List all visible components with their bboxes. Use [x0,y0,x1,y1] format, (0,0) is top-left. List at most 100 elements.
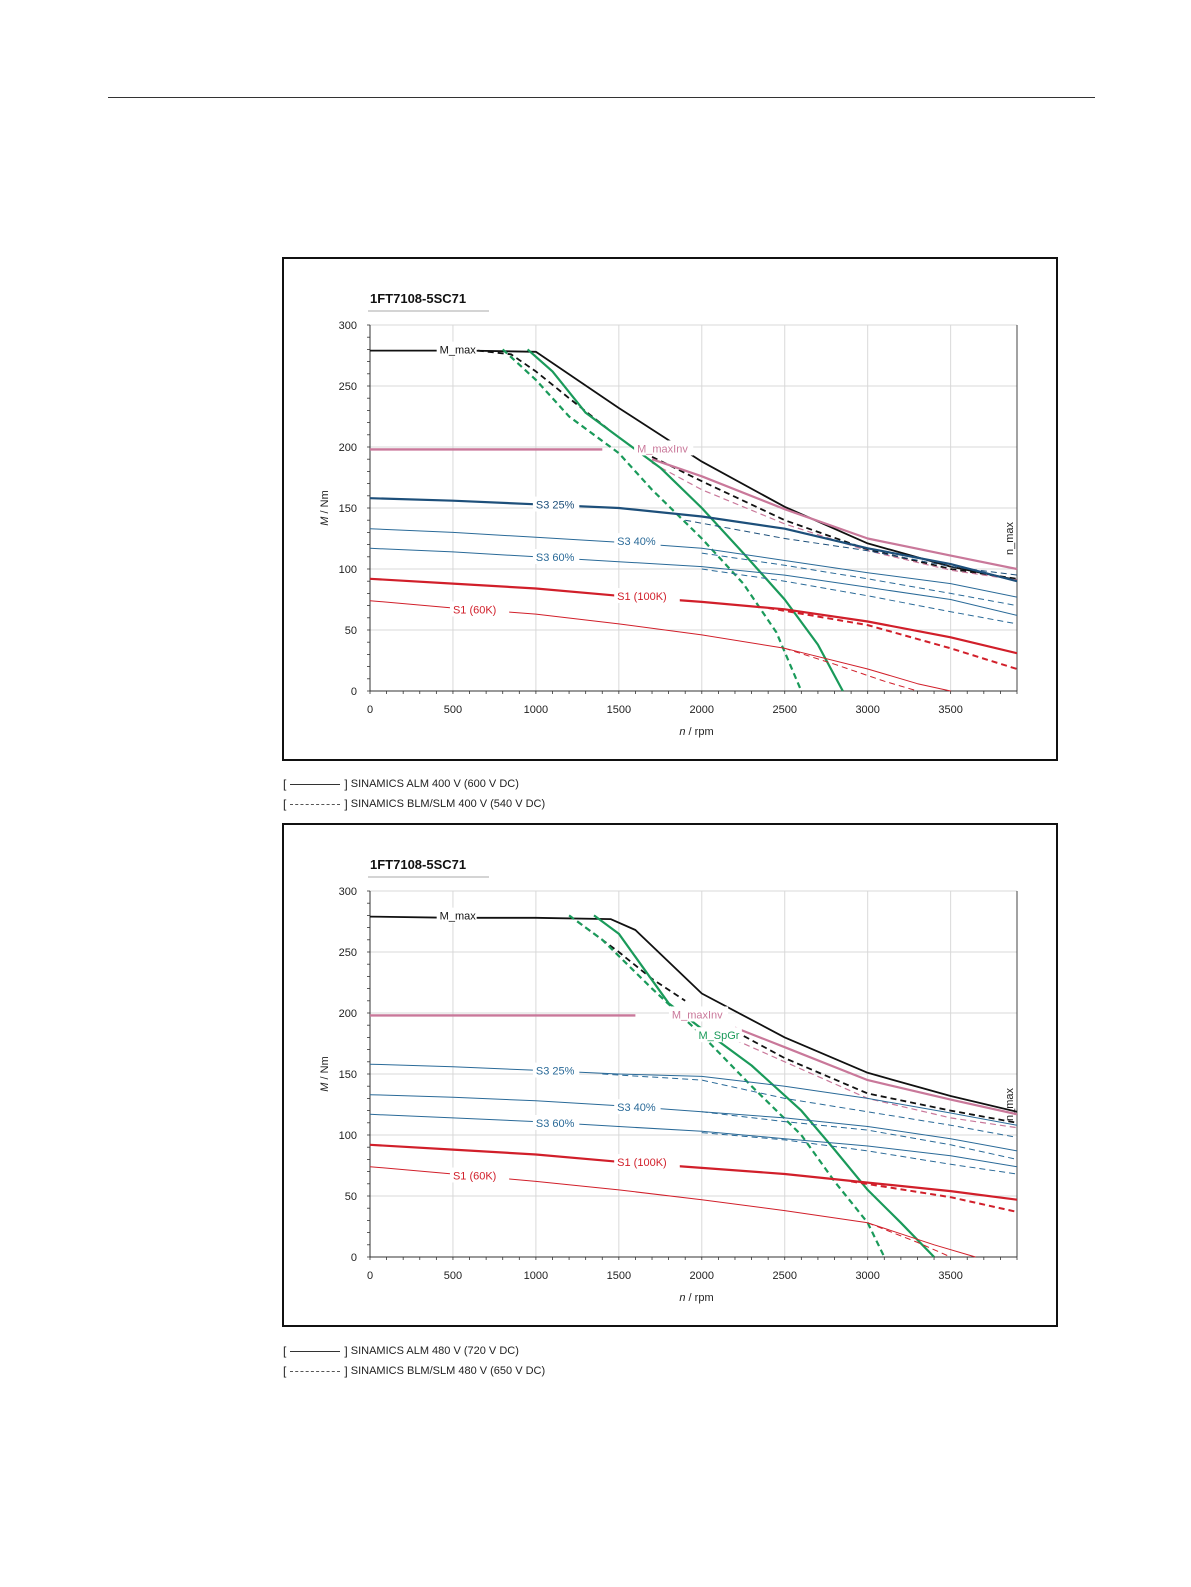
header-rule [108,97,1095,98]
series-line [369,547,1018,616]
series-line [576,920,686,1002]
series-label-bg [695,1027,742,1043]
legend-label: SINAMICS BLM/SLM 480 V (650 V DC) [350,1365,546,1377]
x-tick-label: 1500 [607,704,631,716]
y-tick-label: 250 [339,947,357,959]
series-line [768,607,1018,670]
x-axis-label: n / rpm [679,726,713,738]
series-line [369,915,1018,1113]
series-label-bg [436,341,477,357]
y-tick-label: 0 [351,1252,357,1264]
y-tick-label: 50 [345,1191,357,1203]
series-label-bg [449,1167,510,1183]
solid-line-swatch [290,783,341,785]
legend-item-solid: [] SINAMICS ALM 400 V (600 V DC) [283,777,519,791]
legend-item-dashed: [] SINAMICS BLM/SLM 480 V (650 V DC) [283,1364,546,1378]
series-label: M_maxInv [672,1009,723,1021]
series-label-bg [668,1006,729,1022]
series-line [867,1222,951,1258]
series-label: M_max [440,345,477,357]
y-axis-label: M / Nm [319,1056,331,1091]
x-tick-label: 0 [367,1270,373,1282]
y-tick-label: 150 [339,503,357,515]
series-label-bg [634,440,694,456]
x-tick-label: 3000 [855,704,879,716]
chart-frame-1: 1FT7108-5SC71 0 500 1000 1500 2000 2500 3000 350… [282,257,1058,761]
series-line [651,462,1018,581]
series-label-bg [614,588,680,604]
legend-item-solid: [] SINAMICS ALM 480 V (720 V DC) [283,1344,519,1358]
series-label-bg [614,533,661,549]
series-label: S1 (60K) [453,604,496,616]
y-axis-label: M / Nm [319,490,331,525]
series-label: S3 60% [536,552,575,564]
x-tick-label: 3500 [938,1270,962,1282]
series-line [701,1132,1018,1175]
x-tick-label: 2000 [690,1270,714,1282]
series-label-bg [614,1154,680,1170]
series-line [651,458,1018,571]
series-line [602,1073,1018,1138]
series-label: S3 25% [536,500,575,512]
y-tick-label: 250 [339,381,357,393]
series-line [370,349,1018,581]
y-tick-label: 200 [339,1008,357,1020]
series-line [593,914,935,1258]
series-line [369,528,1018,598]
y-tick-label: 0 [351,686,357,698]
series-label-bg [532,549,580,565]
series-line [850,1180,1018,1213]
x-tick-label: 0 [367,704,373,716]
series-label: S3 40% [617,1102,656,1114]
series-line [526,348,844,692]
legend-1: [] SINAMICS ALM 400 V (600 V DC) [] SINA… [283,774,545,814]
series-line [651,455,1018,580]
series-label-bg [532,1062,580,1078]
dashed-line-swatch [290,1370,341,1372]
y-tick-label: 150 [339,1069,357,1081]
legend-label: SINAMICS BLM/SLM 400 V (540 V DC) [350,798,546,810]
series-label: S3 40% [617,536,656,548]
x-tick-label: 1500 [607,1270,631,1282]
series-label-bg [532,1115,580,1131]
series-line [369,577,1018,655]
series-label: M_maxInv [637,443,688,455]
series-line [369,1094,1018,1152]
n-max-label: n_max [1004,521,1016,555]
solid-line-swatch [290,1350,341,1352]
series-line [784,647,918,692]
dashed-line-swatch [290,803,341,805]
legend-2: [] SINAMICS ALM 480 V (720 V DC) [] SINA… [283,1341,545,1381]
y-tick-label: 300 [339,886,357,898]
x-tick-label: 3000 [855,1270,879,1282]
series-label-bg [436,907,477,923]
legend-label: SINAMICS ALM 480 V (720 V DC) [350,1345,519,1357]
series-line [369,1063,1018,1126]
y-tick-label: 300 [339,320,357,332]
series-line [701,552,1018,607]
x-tick-label: 2500 [773,1270,797,1282]
series-line [501,348,803,692]
series-label: S3 25% [536,1066,575,1078]
n-max-label: n_max [1004,1087,1016,1121]
x-tick-label: 2000 [690,704,714,716]
x-tick-label: 1000 [524,704,548,716]
series-line [369,1143,1018,1201]
chart-frame-2: 1FT7108-5SC71 0 500 1000 1500 2000 2500 3000 350… [282,823,1058,1327]
chart-title: 1FT7108-5SC71 [370,857,466,872]
y-tick-label: 100 [339,564,357,576]
series-label: M_SpGr [698,1030,739,1042]
series-line [369,497,1018,583]
series-line [701,568,1018,625]
y-tick-label: 200 [339,442,357,454]
series-line [734,1030,1018,1124]
series-label-bg [449,601,510,617]
chart-title: 1FT7108-5SC71 [370,291,466,306]
series-label: S1 (100K) [617,591,667,603]
series-line [369,1113,1018,1168]
series-label: M_max [440,911,477,923]
series-label: S1 (60K) [453,1170,496,1182]
legend-item-dashed: [] SINAMICS BLM/SLM 400 V (540 V DC) [283,797,546,811]
